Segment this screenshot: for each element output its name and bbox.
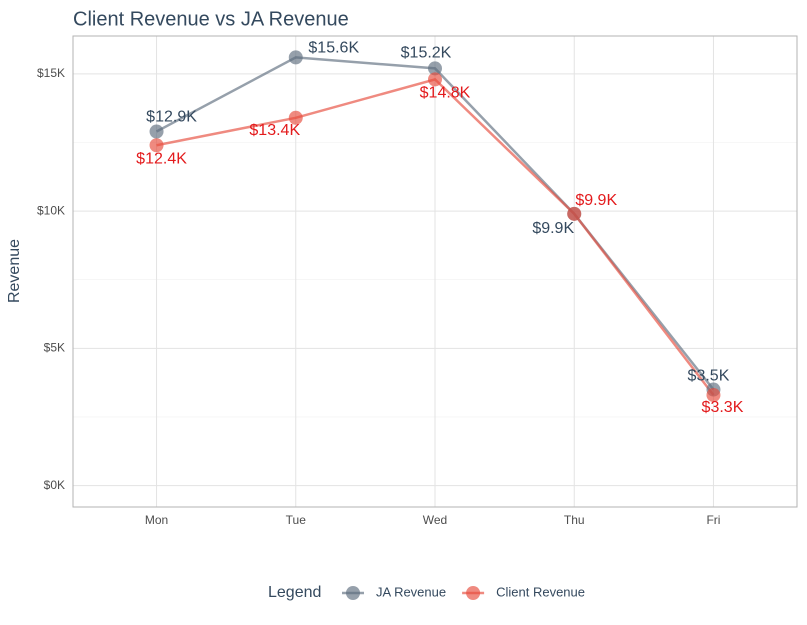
legend-label: Client Revenue	[496, 584, 585, 599]
y-tick-label: $10K	[37, 203, 65, 217]
data-label: $9.9K	[575, 192, 617, 209]
y-tick-label: $0K	[44, 478, 65, 492]
data-label: $13.4K	[249, 122, 300, 139]
point	[149, 124, 164, 139]
legend-key-point	[466, 586, 481, 600]
point	[288, 50, 303, 65]
x-tick-label: Tue	[286, 513, 307, 527]
data-label: $9.9K	[532, 220, 574, 237]
data-label: $12.9K	[146, 109, 197, 126]
x-tick-label: Fri	[706, 513, 720, 527]
y-tick-label: $5K	[44, 341, 65, 355]
point	[288, 110, 303, 125]
panel-border	[72, 35, 798, 508]
chart-title: Client Revenue vs JA Revenue	[73, 8, 349, 30]
point	[428, 61, 442, 76]
data-label: $12.4K	[136, 150, 187, 167]
point	[149, 138, 164, 153]
x-tick-label: Thu	[564, 513, 585, 527]
data-label: $3.5K	[688, 368, 730, 385]
x-tick-label: Wed	[423, 513, 447, 527]
x-tick-label: Mon	[145, 513, 168, 527]
y-tick-label: $15K	[37, 66, 65, 80]
data-label: $15.6K	[308, 40, 359, 57]
point	[567, 206, 582, 221]
data-label: $15.2K	[401, 45, 452, 62]
point	[428, 72, 442, 87]
legend-label: JA Revenue	[376, 584, 446, 599]
data-label: $14.8K	[420, 85, 471, 102]
legend-key-point	[346, 586, 360, 600]
y-axis-label: Revenue	[6, 239, 23, 303]
data-label: $3.3K	[702, 399, 744, 416]
point	[706, 388, 721, 403]
legend-title: Legend	[268, 584, 321, 601]
